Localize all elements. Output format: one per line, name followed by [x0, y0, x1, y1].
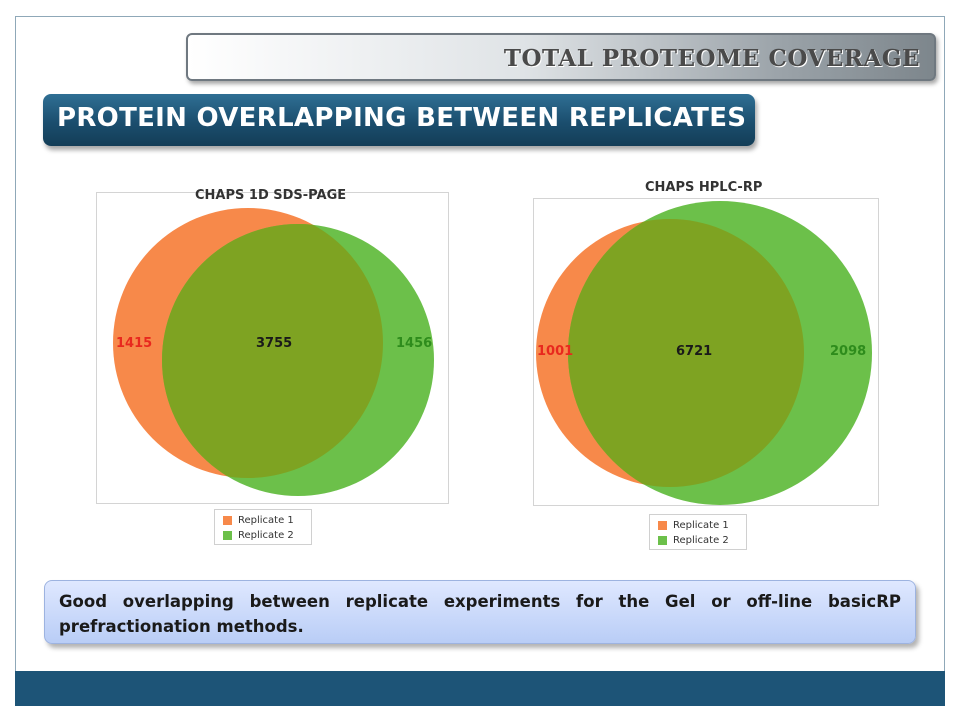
venn-chart-2-title: CHAPS HPLC-RP: [645, 180, 763, 195]
venn-chart-1-left-value: 1415: [116, 336, 153, 351]
legend-item-replicate-1: Replicate 1: [658, 518, 729, 532]
venn-chart-2-right-value: 2098: [830, 344, 867, 359]
section-banner: PROTEIN OVERLAPPING BETWEEN REPLICATES: [43, 94, 755, 146]
venn-chart-1-overlap-value: 3755: [256, 336, 293, 351]
legend-item-replicate-1: Replicate 1: [223, 513, 294, 527]
venn-chart-2-left-value: 1001: [537, 344, 574, 359]
legend-swatch: [658, 520, 667, 530]
legend-item-replicate-2: Replicate 2: [658, 533, 729, 547]
legend-swatch: [658, 535, 667, 545]
top-banner-title: TOTAL PROTEOME COVERAGE: [503, 45, 920, 72]
venn-chart-1-title: CHAPS 1D SDS-PAGE: [195, 188, 347, 203]
legend-item-replicate-2: Replicate 2: [223, 528, 294, 542]
legend-swatch: [223, 530, 232, 540]
legend-label: Replicate 1: [673, 519, 729, 531]
venn-chart-2-overlap-value: 6721: [676, 344, 713, 359]
top-banner: TOTAL PROTEOME COVERAGE: [186, 33, 936, 81]
legend-label: Replicate 2: [673, 534, 729, 546]
venn-chart-2-legend: Replicate 1 Replicate 2: [649, 514, 747, 550]
section-title: PROTEIN OVERLAPPING BETWEEN REPLICATES: [57, 103, 747, 133]
legend-swatch: [223, 515, 232, 525]
conclusion-text: Good overlapping between replicate exper…: [59, 592, 901, 636]
footer-bar: [15, 671, 945, 706]
legend-label: Replicate 2: [238, 529, 294, 541]
venn-chart-1-right-value: 1456: [396, 336, 433, 351]
conclusion-box: Good overlapping between replicate exper…: [44, 580, 916, 644]
venn-chart-1-legend: Replicate 1 Replicate 2: [214, 509, 312, 545]
legend-label: Replicate 1: [238, 514, 294, 526]
